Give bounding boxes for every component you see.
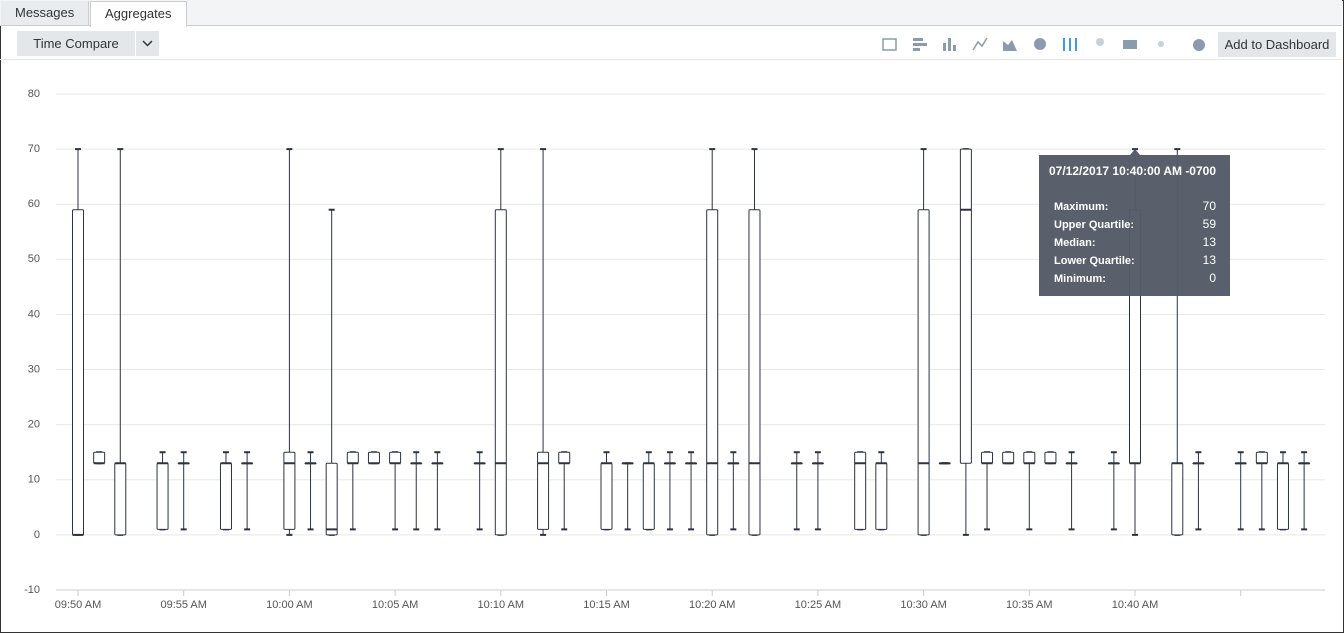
y-tick-label: 20 [28, 419, 40, 431]
box [346, 451, 359, 464]
box [748, 209, 761, 536]
tooltip-label: Median: [1054, 237, 1096, 249]
box [706, 209, 719, 536]
y-tick-label: 0 [34, 529, 40, 541]
box [959, 148, 972, 464]
chevron [142, 40, 153, 47]
dropdown[interactable] [136, 31, 159, 56]
x-tick-label: 10:10 AM [478, 599, 524, 611]
box [917, 209, 930, 536]
box [1002, 451, 1015, 464]
box [600, 462, 613, 530]
tooltip-box [1039, 149, 1230, 296]
box [219, 462, 232, 530]
x-tick-label: 10:20 AM [689, 599, 735, 611]
tooltip-label: Lower Quartile: [1054, 255, 1135, 267]
tab[interactable]: Aggregates [90, 1, 187, 27]
x-tick-label: 10:00 AM [266, 599, 312, 611]
box [114, 462, 127, 536]
x-tick-label: 10:40 AM [1112, 599, 1158, 611]
box [537, 451, 550, 530]
y-tick-label: 60 [28, 198, 40, 210]
x-tick-label: 10:30 AM [900, 599, 946, 611]
y-tick-label: 30 [28, 363, 40, 375]
tooltip-value: 70 [1203, 199, 1217, 213]
x-tick-label: 10:15 AM [583, 599, 629, 611]
divider [0, 59, 1342, 60]
box [1276, 462, 1289, 530]
tooltip-label: Minimum: [1054, 273, 1106, 285]
box [1044, 451, 1057, 464]
box [854, 451, 867, 530]
box [1023, 451, 1036, 464]
tooltip: 07/12/2017 10:40:00 AM -0700 Maximum: 70 Up… [1039, 149, 1230, 296]
box [389, 451, 402, 464]
y-tick-label: 70 [28, 143, 40, 155]
tab-bar [0, 0, 1342, 26]
box [93, 451, 106, 464]
tooltip-value: 59 [1203, 217, 1217, 231]
tab[interactable]: Messages [1, 1, 90, 25]
tooltip-value: 13 [1203, 253, 1217, 267]
x-tick-label: 10:35 AM [1006, 599, 1052, 611]
button[interactable]: Time Compare [17, 31, 135, 56]
box [981, 451, 994, 464]
tooltip-value: 13 [1203, 235, 1217, 249]
box [494, 209, 507, 536]
box [283, 451, 296, 530]
x-tick-label: 10:05 AM [372, 599, 418, 611]
button[interactable]: Add to Dashboard [1218, 32, 1336, 57]
box [642, 462, 655, 530]
box [1255, 451, 1268, 464]
x-tick-label: 09:50 AM [55, 599, 101, 611]
box [367, 451, 380, 464]
box [156, 462, 169, 530]
y-tick-label: 10 [28, 474, 40, 486]
box [325, 462, 338, 536]
y-tick-label: 80 [28, 88, 40, 100]
y-tick-label: 50 [28, 253, 40, 265]
box [875, 462, 888, 530]
tooltip-value: 0 [1209, 271, 1216, 285]
box [1171, 462, 1184, 536]
tooltip-label: Maximum: [1054, 201, 1108, 213]
x-tick-label: 09:55 AM [160, 599, 206, 611]
tooltip-label: Upper Quartile: [1054, 219, 1134, 231]
y-tick-label: 40 [28, 308, 40, 320]
x-tick-label: 10:25 AM [795, 599, 841, 611]
tooltip-title: 07/12/2017 10:40:00 AM -0700 [1049, 164, 1216, 178]
box [558, 451, 571, 464]
y-tick-label: -10 [24, 584, 40, 596]
box [72, 209, 84, 536]
